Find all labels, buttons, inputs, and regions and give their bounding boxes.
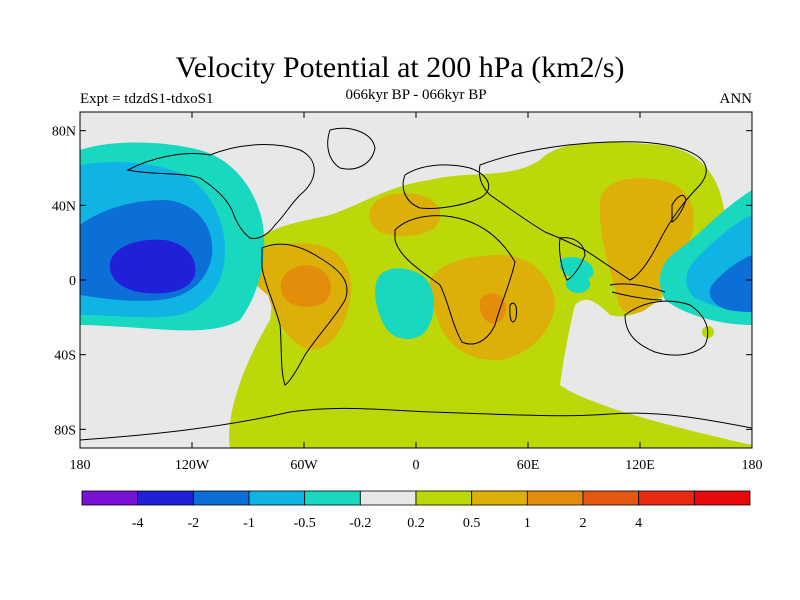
australia-coast xyxy=(624,300,709,356)
coastlines xyxy=(80,127,752,441)
x-tick-label: 180 xyxy=(742,458,763,473)
north-america-coast xyxy=(126,144,315,239)
colorbar-swatch xyxy=(137,490,194,506)
colorbar-swatch xyxy=(192,490,250,506)
contour-fill xyxy=(80,112,752,448)
antarctica-coast xyxy=(80,407,752,441)
period-label: 066kyr BP - 066kyr BP xyxy=(345,87,487,103)
colorbar-label: 0.2 xyxy=(407,516,425,531)
colorbar-swatch xyxy=(582,490,640,506)
colorbar-swatch xyxy=(359,490,417,506)
colorbar-swatch xyxy=(415,490,473,506)
plot-title: Velocity Potential at 200 hPa (km2/s) xyxy=(175,51,625,84)
colorbar-swatch xyxy=(304,490,361,506)
madagascar-coast xyxy=(509,302,517,323)
colorbar-label: 1 xyxy=(524,516,531,531)
colorbar-label: -0.5 xyxy=(294,516,316,531)
colorbar-swatch xyxy=(693,490,751,506)
south-america-coast xyxy=(261,243,348,386)
negative-region-0.2 xyxy=(375,268,435,340)
season-label: ANN xyxy=(719,91,753,107)
colorbar-swatch xyxy=(638,490,695,506)
negative-region-0.2 xyxy=(560,256,594,281)
x-tick-label: 60E xyxy=(517,458,540,473)
colorbar-swatch xyxy=(471,490,528,506)
africa-coast xyxy=(394,215,516,345)
colorbar-swatch xyxy=(81,490,139,506)
colorbar-label: 4 xyxy=(635,516,642,531)
positive-region-0.5 xyxy=(369,193,440,237)
y-tick-label: 80N xyxy=(52,125,76,140)
colorbar-swatch xyxy=(526,490,584,506)
asia-coast xyxy=(478,141,707,281)
colorbar-label: -1 xyxy=(243,516,255,531)
x-tick-label: 120E xyxy=(625,458,655,473)
greenland-coast xyxy=(327,127,376,170)
y-tick-label: 40S xyxy=(54,349,76,364)
y-tick-label: 0 xyxy=(69,274,76,289)
experiment-label: Expt = tdzdS1-tdxoS1 xyxy=(80,91,214,107)
colorbar-label: -2 xyxy=(187,516,199,531)
colorbar-label: 2 xyxy=(580,516,587,531)
indonesia-coast xyxy=(609,283,666,301)
x-tick-label: 0 xyxy=(413,458,420,473)
negative-region-1 xyxy=(709,255,752,312)
colorbar-label: -0.2 xyxy=(349,516,371,531)
colorbar-swatch xyxy=(248,490,306,506)
colorbar-label: -4 xyxy=(132,516,144,531)
y-tick-label: 40N xyxy=(52,199,76,214)
positive-region-1 xyxy=(479,293,506,324)
positive-region-1 xyxy=(280,265,331,307)
negative-region-2 xyxy=(109,239,196,294)
y-tick-label: 80S xyxy=(54,423,76,438)
axis-ticks: 180 120W 60W 0 60E 120E 180 80N 40N 0 40S 80S xyxy=(52,112,763,473)
colorbar-label: 0.5 xyxy=(463,516,481,531)
india-coast xyxy=(559,237,586,281)
colorbar: -4 -2 -1 -0.5 -0.2 0.2 0.5 1 2 4 xyxy=(81,490,751,531)
x-tick-label: 60W xyxy=(290,458,318,473)
japan-coast xyxy=(671,194,687,223)
x-tick-label: 120W xyxy=(175,458,210,473)
europe-coast xyxy=(402,164,490,209)
x-tick-label: 180 xyxy=(70,458,91,473)
